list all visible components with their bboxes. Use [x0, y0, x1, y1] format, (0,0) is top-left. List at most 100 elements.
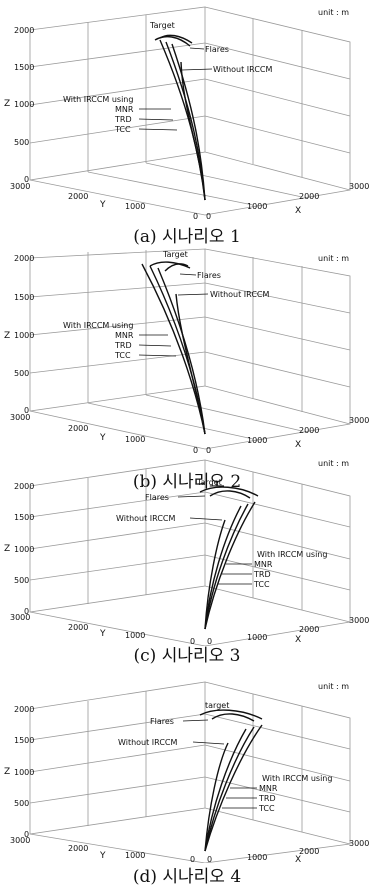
x-axis-label: X [295, 635, 301, 645]
z-tick-500: 500 [14, 369, 29, 378]
z-axis-label: Z [4, 544, 10, 554]
traj-mnr [204, 724, 263, 852]
unit-label: unit : m [318, 459, 349, 468]
x-tick-0: 0 [207, 855, 212, 863]
x-tick-3000: 3000 [349, 616, 369, 625]
caption-d: (d) 시나리오 4 [132, 867, 242, 887]
unit-label: unit : m [318, 8, 349, 17]
trajectory-lines [199, 486, 259, 630]
trd-label: TRD [114, 115, 132, 124]
box-grid [29, 681, 351, 863]
z-axis-label: Z [4, 767, 10, 777]
z-tick-2000: 2000 [14, 705, 34, 714]
y-axis-label: Y [99, 851, 106, 861]
annotation-arrows [182, 719, 257, 809]
x-tick-3000: 3000 [349, 416, 369, 425]
traj-mnr [204, 501, 256, 630]
unit-label: unit : m [318, 682, 349, 691]
target-label: Target [149, 21, 175, 30]
x-tick-0: 0 [206, 212, 211, 221]
unit-label: unit : m [318, 254, 349, 263]
trd-label: TRD [258, 794, 276, 803]
without-label: Without IRCCM [213, 65, 273, 74]
flares-label: Flares [145, 493, 169, 502]
annotation-arrows [177, 495, 252, 585]
z-tick-1500: 1500 [14, 513, 34, 522]
mnr-label: MNR [115, 331, 134, 340]
z-tick-500: 500 [14, 799, 29, 808]
y-tick-0: 0 [193, 212, 198, 221]
z-axis-label: Z [4, 99, 10, 109]
flares-curve-1 [149, 261, 191, 269]
traj-without [175, 293, 206, 435]
traj-tcc [204, 728, 247, 852]
flares-label: Flares [197, 271, 221, 280]
z-tick-1000: 1000 [14, 768, 34, 777]
y-tick-3000: 3000 [10, 413, 30, 422]
with-using-label: With IRCCM using [262, 774, 332, 783]
annotation-arrows [138, 273, 209, 357]
trajectory-lines [141, 261, 206, 435]
z-tick-2000: 2000 [14, 482, 34, 491]
z-tick-0: 0 [24, 175, 29, 184]
mnr-label: MNR [259, 784, 278, 793]
traj-mnr [141, 263, 206, 435]
x-axis-label: X [295, 206, 301, 216]
flares-label: Flares [205, 45, 229, 54]
with-using-label: With IRCCM using [63, 321, 133, 330]
plot-b: unit : m Target Flares Without IRCCM Wit… [4, 248, 369, 455]
panel-d: unit : m target Flares Without IRCCM Wit… [0, 641, 374, 863]
y-tick-3000: 3000 [10, 182, 30, 191]
z-tick-1500: 1500 [14, 736, 34, 745]
traj-trd [149, 265, 206, 435]
traj-without [204, 519, 226, 630]
x-tick-1000: 1000 [247, 853, 267, 862]
x-tick-1000: 1000 [247, 633, 267, 642]
flares-curve-2 [159, 34, 193, 44]
flares-curve-2 [164, 263, 189, 272]
x-tick-2000: 2000 [299, 192, 319, 201]
panel-a: unit : m Target Flares Without IRCCM Wit… [0, 0, 374, 222]
z-axis-label: Z [4, 331, 10, 341]
z-tick-2000: 2000 [14, 254, 34, 263]
traj-without [180, 61, 206, 201]
box-grid [29, 6, 351, 216]
y-tick-0: 0 [193, 446, 198, 455]
traj-trd [204, 726, 255, 852]
z-tick-0: 0 [24, 830, 29, 839]
y-tick-1000: 1000 [125, 202, 145, 211]
flares-curve-2 [209, 490, 251, 499]
flares-label: Flares [150, 717, 174, 726]
y-tick-1000: 1000 [125, 435, 145, 444]
x-tick-3000: 3000 [349, 182, 369, 191]
y-tick-1000: 1000 [125, 631, 145, 640]
x-axis-label: X [295, 440, 301, 450]
z-tick-0: 0 [24, 406, 29, 415]
without-label: Without IRCCM [118, 738, 178, 747]
panel-b: unit : m Target Flares Without IRCCM Wit… [0, 246, 374, 468]
traj-tcc [157, 267, 206, 435]
y-axis-label: Y [99, 433, 106, 443]
y-tick-1000: 1000 [125, 851, 145, 860]
panel-c: unit : m Target Flares Without IRCCM Wit… [0, 424, 374, 646]
y-tick-2000: 2000 [68, 192, 88, 201]
traj-tcc [204, 505, 242, 630]
tcc-label: TCC [114, 125, 131, 134]
x-tick-0: 0 [207, 637, 212, 646]
y-tick-3000: 3000 [10, 613, 30, 622]
with-using-label: With IRCCM using [257, 550, 327, 559]
traj-tcc [171, 43, 206, 201]
y-tick-0: 0 [190, 637, 195, 646]
z-tick-2000: 2000 [14, 26, 34, 35]
tcc-label: TCC [253, 580, 270, 589]
target-label: Target [162, 250, 188, 259]
z-tick-1500: 1500 [14, 63, 34, 72]
box-grid [29, 248, 351, 450]
plot-d: unit : m target Flares Without IRCCM Wit… [4, 681, 369, 863]
z-tick-500: 500 [14, 576, 29, 585]
with-using-label: With IRCCM using [63, 95, 133, 104]
trajectory-lines [199, 709, 263, 852]
x-tick-0: 0 [206, 446, 211, 455]
target-label: Target [196, 478, 222, 487]
tcc-label: TCC [114, 351, 131, 360]
